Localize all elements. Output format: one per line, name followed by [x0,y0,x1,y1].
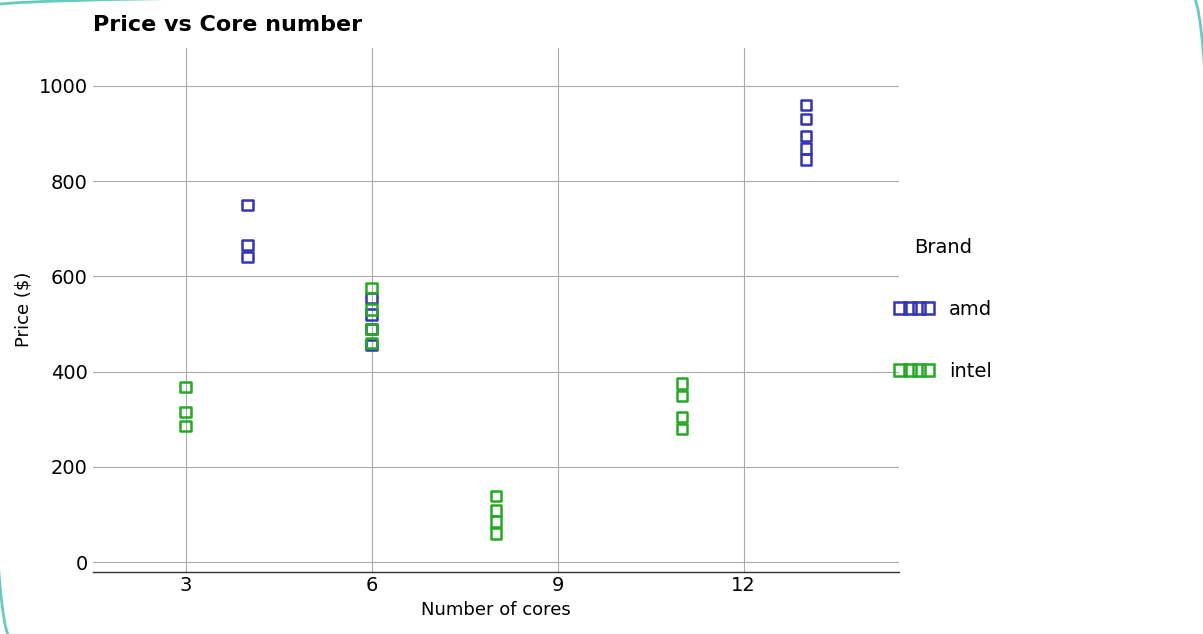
intel [486,491,505,501]
amd [362,340,381,351]
intel [176,407,195,417]
X-axis label: Number of cores: Number of cores [421,601,570,619]
intel [672,391,692,401]
amd [796,155,816,165]
intel [672,411,692,422]
intel [672,378,692,389]
Text: Price vs Core number: Price vs Core number [93,15,362,35]
Legend: amd, intel: amd, intel [885,229,1002,391]
amd [796,114,816,124]
intel [362,283,381,294]
amd [796,131,816,141]
intel [486,505,505,515]
Y-axis label: Price ($): Price ($) [14,272,32,347]
amd [238,240,257,250]
amd [796,143,816,153]
amd [238,252,257,262]
intel [362,323,381,333]
intel [486,528,505,538]
amd [362,323,381,333]
intel [362,304,381,314]
intel [176,382,195,392]
amd [796,100,816,110]
intel [176,421,195,431]
amd [238,200,257,210]
amd [362,309,381,320]
intel [486,517,505,527]
intel [672,424,692,434]
intel [362,338,381,348]
amd [362,293,381,303]
